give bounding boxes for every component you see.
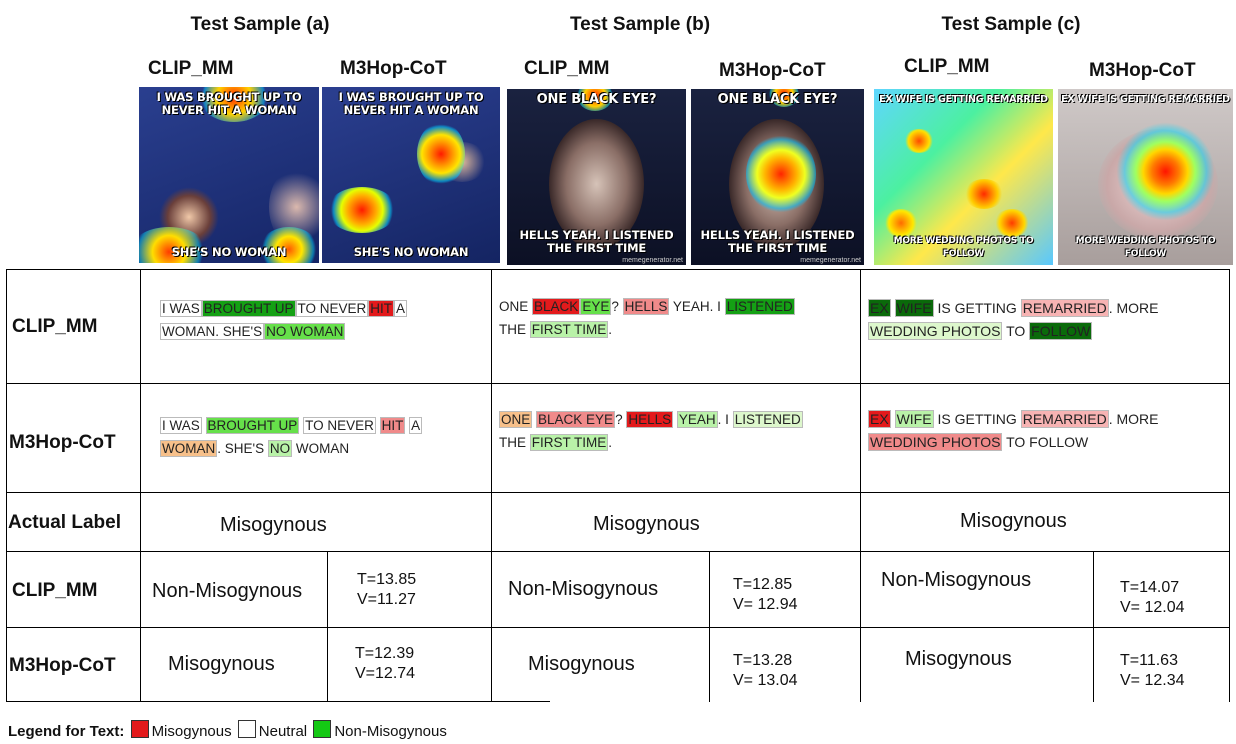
legend-non-misogynous: Non-Misogynous [334, 723, 447, 740]
heatmap-image-c-m3hop: EX WIFE IS GETTING REMARRIED MORE WEDDIN… [1058, 89, 1233, 265]
legend-swatch-misogynous [130, 720, 149, 738]
pred-m3hop-c-scores: T=11.63 V= 12.34 [1120, 652, 1185, 689]
heatmap-image-a-m3hop: I WAS BROUGHT UP TO NEVER HIT A WOMAN SH… [322, 87, 500, 263]
heatmap-image-b-m3hop: ONE BLACK EYE? HELLS YEAH. I LISTENED TH… [691, 89, 864, 265]
col-divider-0 [140, 269, 141, 702]
table-border-top [6, 269, 1230, 270]
row-label-clip-pred: CLIP_MM [12, 580, 98, 601]
table-divider-2 [6, 492, 1230, 493]
col-sub-a [327, 551, 328, 702]
pred-m3hop-c-label: Misogynous [905, 648, 1012, 670]
actual-label-a: Misogynous [220, 514, 327, 536]
legend-title: Legend for Text: [8, 723, 125, 740]
text-b-m3hop: ONE BLACK EYE? HELLS YEAH. I LISTENED THE… [499, 411, 803, 451]
table-border-bottom [6, 701, 550, 702]
heatmap-image-b-clip: ONE BLACK EYE? HELLS YEAH. I LISTENED TH… [507, 89, 686, 265]
head-b-clip: CLIP_MM [524, 58, 610, 79]
pred-clip-a-label: Non-Misogynous [152, 580, 303, 602]
table-border-right [1229, 269, 1230, 702]
head-c-m3hop: M3Hop-CoT [1089, 60, 1196, 81]
row-label-actual: Actual Label [8, 512, 121, 533]
head-a-clip: CLIP_MM [148, 58, 234, 79]
text-c-m3hop: EX WIFE IS GETTING REMARRIED. MORE WEDDIN… [868, 410, 1159, 451]
col-divider-2 [860, 269, 861, 702]
table-divider-4 [6, 627, 1230, 628]
legend-neutral: Neutral [258, 723, 308, 740]
pred-clip-c-scores: T=14.07 V= 12.04 [1120, 579, 1185, 616]
row-label-clip-text: CLIP_MM [12, 316, 98, 337]
legend-swatch-non-misogynous [313, 720, 332, 738]
row-label-m3hop-text: M3Hop-CoT [9, 432, 116, 453]
pred-clip-a-scores: T=13.85 V=11.27 [357, 571, 417, 608]
legend-swatch-neutral [237, 720, 256, 738]
legend: Legend for Text: Misogynous Neutral Non-… [8, 720, 447, 740]
actual-label-b: Misogynous [593, 513, 700, 535]
col-sub-c [1093, 551, 1094, 702]
table-divider-3 [6, 551, 1230, 552]
sample-a-title: Test Sample (a) [190, 14, 330, 35]
pred-m3hop-b-label: Misogynous [528, 653, 635, 675]
row-label-m3hop-pred: M3Hop-CoT [9, 655, 116, 676]
text-a-m3hop: I WAS BROUGHT UP TO NEVER HIT A WOMAN. SH… [160, 417, 423, 457]
col-sub-b [709, 551, 710, 702]
head-a-m3hop: M3Hop-CoT [340, 58, 447, 79]
heatmap-image-c-clip: EX WIFE IS GETTING REMARRIED MORE WEDDIN… [874, 89, 1053, 265]
pred-m3hop-a-scores: T=12.39 V=12.74 [355, 645, 416, 682]
table-border-left [6, 269, 7, 702]
text-a-clip: I WAS BROUGHT UP TO NEVER HIT A WOMAN. SHE'S N… [160, 300, 408, 340]
legend-misogynous: Misogynous [151, 723, 232, 740]
heatmap-image-a-clip: I WAS BROUGHT UP TO NEVER HIT A WOMAN SH… [139, 87, 319, 263]
text-b-clip: ONE BLACK EYE? HELLS YEAH. I LISTENED THE … [499, 298, 795, 338]
sample-c-title: Test Sample (c) [941, 14, 1081, 35]
col-divider-1 [491, 269, 492, 702]
pred-clip-c-label: Non-Misogynous [881, 569, 1032, 591]
head-c-clip: CLIP_MM [904, 56, 990, 77]
head-b-m3hop: M3Hop-CoT [719, 60, 826, 81]
actual-label-c: Misogynous [960, 510, 1067, 532]
table-divider-1 [6, 383, 1230, 384]
pred-m3hop-b-scores: T=13.28 V= 13.04 [733, 652, 798, 689]
pred-m3hop-a-label: Misogynous [168, 653, 275, 675]
pred-clip-b-label: Non-Misogynous [508, 578, 659, 600]
pred-clip-b-scores: T=12.85 V= 12.94 [733, 576, 798, 613]
sample-b-title: Test Sample (b) [569, 14, 711, 35]
text-c-clip: EX WIFE IS GETTING REMARRIED. MORE WEDDIN… [868, 299, 1159, 340]
